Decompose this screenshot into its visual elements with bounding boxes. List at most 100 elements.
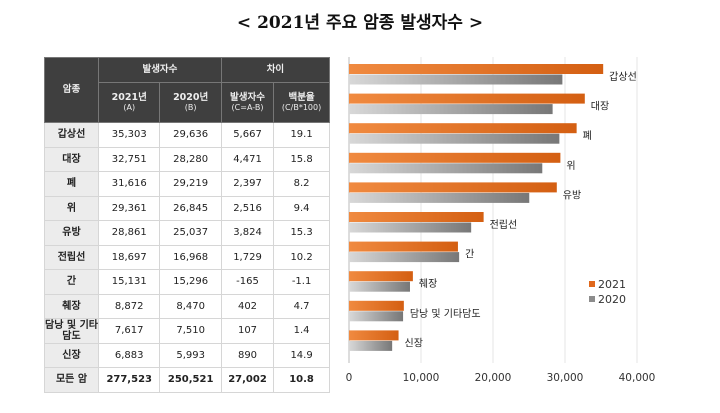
cell-value: 35,303 xyxy=(97,122,161,148)
table-row: 위 29,361 26,845 2,516 9.4 xyxy=(44,195,330,221)
cell-value: 2,397 xyxy=(220,171,275,197)
header-2021: 2021년 (A) xyxy=(97,82,161,123)
bar-chart: 0 10,000 20,000 30,000 40,000 갑상선대장폐위유방전립선간췌장… xyxy=(346,57,655,384)
cell-value: 5,667 xyxy=(220,122,275,148)
bar-2020 xyxy=(349,163,543,174)
header-2020: 2020년 (B) xyxy=(159,82,222,123)
bar-2020 xyxy=(349,311,404,322)
x-tick-label: 0 xyxy=(346,372,353,384)
bar-2021 xyxy=(349,212,484,222)
cell-cancer: 전립선 xyxy=(44,244,99,270)
bar-2021 xyxy=(349,152,561,163)
cell-value: 26,845 xyxy=(159,195,222,221)
cell-cancer: 폐 xyxy=(44,171,99,197)
bar-2021 xyxy=(349,241,458,252)
table-row: 모든 암 277,523 250,521 27,002 10.8 xyxy=(44,367,330,393)
table-row: 폐 31,616 29,219 2,397 8.2 xyxy=(44,171,330,197)
category-label: 위 xyxy=(566,159,575,172)
header-cancer: 암종 xyxy=(44,57,99,123)
table-row: 간 15,131 15,296 -165 -1.1 xyxy=(44,269,330,295)
bar-2021 xyxy=(349,300,404,311)
table-row: 갑상선 35,303 29,636 5,667 19.1 xyxy=(44,122,330,148)
cell-value: 402 xyxy=(220,293,275,319)
cell-value: 7,617 xyxy=(97,318,161,344)
table-row: 대장 32,751 28,280 4,471 15.8 xyxy=(44,146,330,172)
bar-2021 xyxy=(349,330,399,341)
cell-cancer: 위 xyxy=(44,195,99,221)
cell-value: 2,516 xyxy=(220,195,275,221)
table-row: 유방 28,861 25,037 3,824 15.3 xyxy=(44,220,330,246)
cell-value: 107 xyxy=(220,318,275,344)
cell-value: -165 xyxy=(220,269,275,295)
bar-2020 xyxy=(349,192,530,203)
cell-value: 15,296 xyxy=(159,269,222,295)
cell-value: 8,470 xyxy=(159,293,222,319)
bar-2021 xyxy=(349,123,577,134)
cell-value: 16,968 xyxy=(159,244,222,270)
bar-2021 xyxy=(349,64,604,74)
bar-2020 xyxy=(349,222,472,233)
header-diff-count: 발생자수 (C=A-B) xyxy=(220,82,275,123)
category-label: 간 xyxy=(465,249,474,261)
cell-value: 277,523 xyxy=(97,367,161,393)
legend-swatch-2020 xyxy=(589,296,595,302)
cell-value: 25,037 xyxy=(159,220,222,246)
cell-value: 4.7 xyxy=(273,293,330,319)
cell-value: 29,361 xyxy=(97,195,161,221)
category-label: 신장 xyxy=(405,337,423,349)
header-incidence: 발생자수 xyxy=(98,57,222,83)
cell-value: 8.2 xyxy=(273,171,330,197)
cell-cancer: 모든 암 xyxy=(44,367,99,393)
cell-value: 15.8 xyxy=(273,146,330,172)
cell-value: 3,824 xyxy=(220,220,275,246)
cell-value: 15,131 xyxy=(97,269,161,295)
cell-value: 6,883 xyxy=(97,342,161,368)
bar-2020 xyxy=(349,252,460,263)
cell-cancer: 대장 xyxy=(44,146,99,172)
cell-value: 250,521 xyxy=(159,367,222,393)
bar-2021 xyxy=(349,271,413,282)
category-label: 담낭 및 기타담도 xyxy=(410,308,481,320)
x-tick-label: 30,000 xyxy=(547,372,584,384)
cell-value: 32,751 xyxy=(97,146,161,172)
table-row: 췌장 8,872 8,470 402 4.7 xyxy=(44,293,330,319)
category-label: 폐 xyxy=(583,130,592,142)
cell-value: 28,861 xyxy=(97,220,161,246)
cell-value: 8,872 xyxy=(97,293,161,319)
cell-value: 29,219 xyxy=(159,171,222,197)
category-label: 갑상선 xyxy=(609,71,637,83)
category-label: 전립선 xyxy=(490,218,518,231)
bar-2021 xyxy=(349,93,585,104)
cell-cancer: 유방 xyxy=(44,220,99,246)
x-tick-label: 20,000 xyxy=(475,372,512,384)
header-diff-pct: 백분율 (C/B*100) xyxy=(273,82,330,123)
cell-value: 4,471 xyxy=(220,146,275,172)
cell-cancer: 신장 xyxy=(44,342,99,368)
table-row: 담낭 및 기타담도 7,617 7,510 107 1.4 xyxy=(44,318,330,344)
x-tick-label: 10,000 xyxy=(403,372,440,384)
cell-value: 28,280 xyxy=(159,146,222,172)
cell-value: 15.3 xyxy=(273,220,330,246)
category-label: 유방 xyxy=(563,189,581,201)
cell-value: 890 xyxy=(220,342,275,368)
cell-value: 29,636 xyxy=(159,122,222,148)
legend-label-2021: 2021 xyxy=(598,278,626,291)
legend-swatch-2021 xyxy=(589,281,595,287)
cell-value: 27,002 xyxy=(220,367,275,393)
bar-2021 xyxy=(349,182,557,193)
cell-value: 1.4 xyxy=(273,318,330,344)
cell-value: 7,510 xyxy=(159,318,222,344)
cell-cancer: 간 xyxy=(44,269,99,295)
header-difference: 차이 xyxy=(220,57,331,83)
category-label: 췌장 xyxy=(419,278,437,290)
legend-label-2020: 2020 xyxy=(598,293,626,306)
bar-2020 xyxy=(349,340,393,351)
bar-2020 xyxy=(349,133,560,144)
cell-value: 31,616 xyxy=(97,171,161,197)
category-label: 대장 xyxy=(591,101,609,113)
page-title: < 2021년 주요 암종 발생자수 > xyxy=(236,13,484,33)
table-row: 전립선 18,697 16,968 1,729 10.2 xyxy=(44,244,330,270)
cell-value: -1.1 xyxy=(273,269,330,295)
cell-value: 5,993 xyxy=(159,342,222,368)
cell-cancer: 췌장 xyxy=(44,293,99,319)
